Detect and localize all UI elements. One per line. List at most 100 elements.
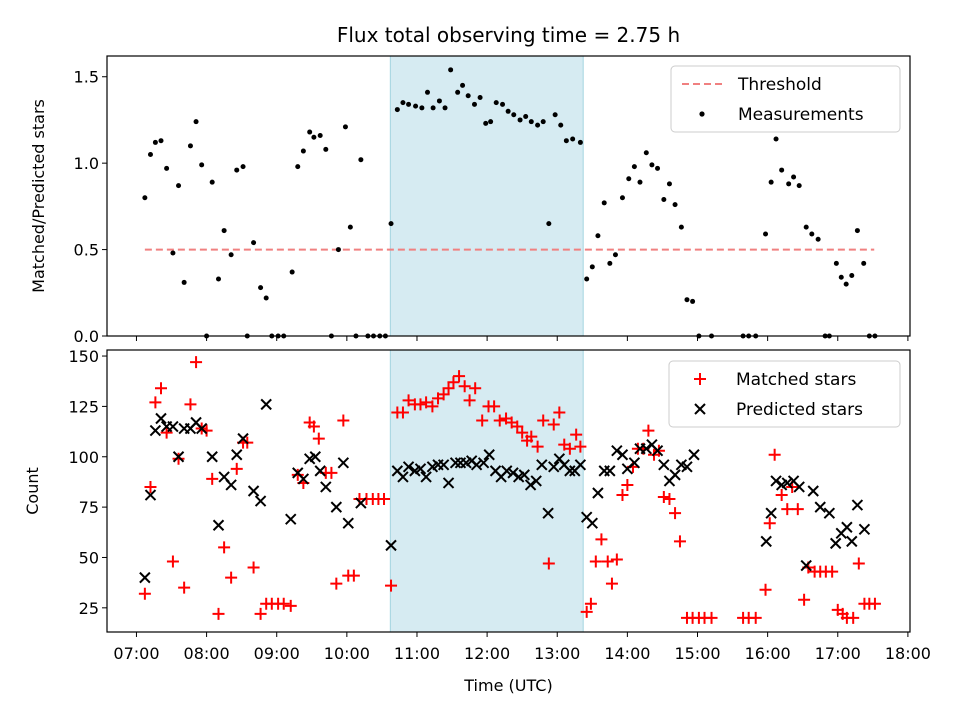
measurement-point bbox=[300, 148, 306, 154]
measurement-point bbox=[164, 165, 170, 171]
measurement-point bbox=[465, 93, 471, 99]
measurement-point bbox=[483, 120, 489, 126]
predicted-point bbox=[829, 537, 842, 550]
measurement-point bbox=[394, 107, 400, 113]
predicted-point bbox=[507, 467, 519, 479]
measurement-point bbox=[317, 133, 323, 139]
y-tick-label: 125 bbox=[68, 397, 99, 416]
measurement-point bbox=[838, 274, 844, 280]
matched-point bbox=[847, 611, 860, 624]
matched-point bbox=[531, 440, 544, 453]
bottom-highlight-band bbox=[389, 349, 584, 633]
predicted-point bbox=[297, 473, 310, 485]
predicted-point bbox=[814, 501, 826, 513]
matched-point bbox=[663, 493, 676, 506]
bottom-series bbox=[138, 356, 881, 624]
predicted-point bbox=[548, 461, 560, 473]
predicted-point bbox=[846, 535, 858, 548]
top-highlight-band bbox=[389, 55, 584, 337]
predicted-point bbox=[144, 489, 157, 501]
measurement-point bbox=[786, 181, 792, 187]
measurement-point bbox=[193, 119, 199, 125]
predicted-point bbox=[355, 497, 367, 509]
matched-point bbox=[312, 432, 325, 445]
measurement-point bbox=[436, 98, 442, 104]
predicted-point bbox=[285, 513, 297, 525]
predicted-point bbox=[611, 445, 623, 457]
predicted-point bbox=[640, 442, 653, 455]
predicted-point bbox=[206, 451, 218, 463]
measurement-point bbox=[347, 224, 353, 230]
predicted-point bbox=[604, 465, 616, 477]
matched-point bbox=[385, 579, 398, 592]
measurement-point bbox=[637, 179, 643, 185]
matched-point bbox=[768, 448, 781, 461]
matched-point bbox=[759, 583, 772, 596]
matched-point bbox=[511, 420, 524, 433]
bottom-legend: Matched stars Predicted stars bbox=[668, 360, 901, 428]
measurement-point bbox=[493, 100, 499, 106]
measurement-point bbox=[500, 101, 506, 107]
predicted-point bbox=[342, 517, 354, 529]
measurement-point bbox=[763, 231, 769, 237]
measurement-point bbox=[649, 162, 655, 168]
x-tick-label: 10:00 bbox=[324, 644, 370, 663]
measurement-point bbox=[342, 124, 348, 130]
x-axis-label: Time (UTC) bbox=[463, 676, 552, 695]
matched-point bbox=[584, 597, 597, 610]
measurement-point bbox=[216, 276, 222, 282]
matched-point bbox=[442, 382, 455, 395]
measurement-point bbox=[815, 236, 821, 242]
measurement-point bbox=[563, 138, 569, 144]
predicted-point bbox=[414, 463, 427, 475]
top-ylabel: Matched/Predicted stars bbox=[29, 99, 48, 293]
predicted-point bbox=[770, 475, 782, 487]
measurement-point bbox=[477, 94, 483, 100]
predicted-point bbox=[437, 459, 450, 471]
measurement-point bbox=[142, 195, 148, 201]
predicted-point bbox=[858, 523, 871, 535]
matched-point bbox=[172, 452, 185, 465]
predicted-point bbox=[851, 499, 864, 511]
matched-point bbox=[589, 555, 602, 568]
measurement-point bbox=[612, 252, 618, 258]
measurement-point bbox=[221, 228, 227, 234]
x-tick-label: 11:00 bbox=[394, 644, 440, 663]
predicted-point bbox=[765, 507, 777, 519]
top-panel: 0.0 0.5 1.0 1.5 Matched/Predicted stars Thr… bbox=[29, 55, 911, 346]
x-tick-label: 17:00 bbox=[815, 644, 861, 663]
measurement-point bbox=[796, 183, 802, 189]
predicted-point bbox=[628, 457, 641, 469]
legend-threshold-label: Threshold bbox=[737, 75, 822, 95]
measurement-point bbox=[631, 164, 637, 170]
matched-point bbox=[337, 414, 350, 427]
legend-predicted-label: Predicted stars bbox=[736, 400, 863, 420]
measurement-point bbox=[442, 105, 448, 111]
matched-point bbox=[458, 380, 471, 393]
bottom-x-axis: 07:00 08:00 09:00 10:00 11:00 12:00 13:00 14:00… bbox=[113, 632, 931, 663]
measurement-point bbox=[147, 152, 153, 158]
matched-point bbox=[476, 414, 489, 427]
measurement-point bbox=[684, 297, 690, 303]
matched-point bbox=[580, 605, 593, 618]
x-tick-label: 08:00 bbox=[184, 644, 230, 663]
predicted-point bbox=[658, 459, 670, 471]
measurement-point bbox=[295, 164, 301, 170]
measurement-point bbox=[833, 260, 839, 266]
bottom-legend-box bbox=[668, 360, 901, 428]
top-legend-box bbox=[670, 65, 901, 133]
predicted-point bbox=[139, 571, 151, 584]
predicted-point bbox=[651, 445, 664, 457]
predicted-point bbox=[212, 519, 225, 531]
y-tick-label: 1.0 bbox=[74, 154, 99, 173]
predicted-point bbox=[518, 469, 530, 481]
measurement-point bbox=[528, 119, 534, 125]
measurement-point bbox=[803, 224, 809, 230]
measurement-point bbox=[546, 221, 552, 227]
measurement-point bbox=[240, 164, 246, 170]
measurement-point bbox=[601, 200, 607, 206]
predicted-point bbox=[501, 465, 513, 477]
measurement-point bbox=[460, 82, 466, 88]
measurement-point bbox=[358, 157, 364, 163]
measurement-point bbox=[505, 108, 511, 114]
